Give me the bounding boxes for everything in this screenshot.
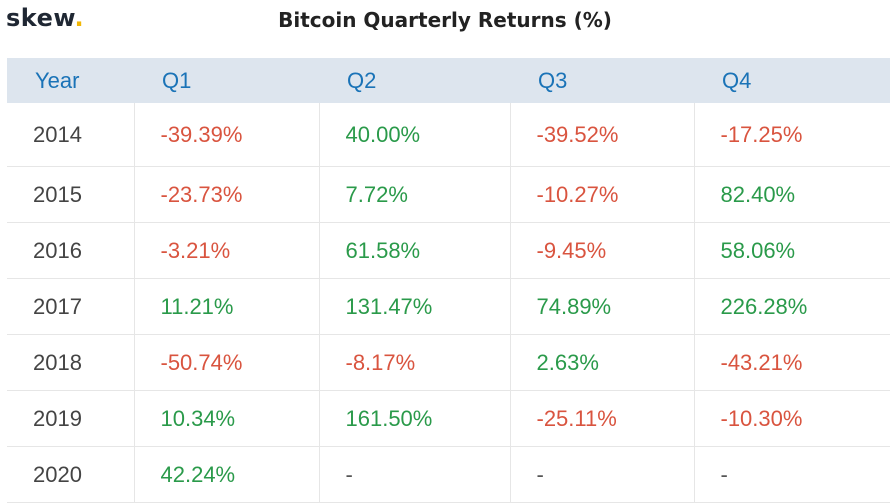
cell-q2: 7.72%	[318, 166, 510, 223]
cell-q1: -39.39%	[133, 103, 319, 167]
cell-q4: 226.28%	[693, 278, 890, 335]
cell-year: 2020	[7, 446, 134, 503]
cell-year: 2016	[7, 222, 134, 279]
cell-q1: -3.21%	[133, 222, 319, 279]
cell-q4: -43.21%	[693, 334, 890, 391]
cell-q3: -10.27%	[509, 166, 694, 223]
cell-q1: 42.24%	[133, 446, 319, 503]
returns-table: Year Q1 Q2 Q3 Q4 2014 -39.39% 40.00% -39.52…	[7, 58, 890, 503]
table-body: 2014 -39.39% 40.00% -39.52% -17.25% 2015 -23.7…	[7, 103, 890, 503]
cell-q2: 61.58%	[318, 222, 510, 279]
logo-dot: .	[74, 4, 85, 32]
header-q1: Q1	[134, 58, 319, 103]
cell-q3: -25.11%	[509, 390, 694, 447]
table-row: 2017 11.21% 131.47% 74.89% 226.28%	[7, 278, 890, 335]
chart-title: Bitcoin Quarterly Returns (%)	[278, 8, 612, 32]
cell-q2: 161.50%	[318, 390, 510, 447]
cell-q1: 10.34%	[133, 390, 319, 447]
cell-year: 2019	[7, 390, 134, 447]
table-row: 2020 42.24% - - -	[7, 446, 890, 503]
cell-q3: -9.45%	[509, 222, 694, 279]
table-row: 2018 -50.74% -8.17% 2.63% -43.21%	[7, 334, 890, 391]
cell-q3: 2.63%	[509, 334, 694, 391]
table-row: 2015 -23.73% 7.72% -10.27% 82.40%	[7, 166, 890, 223]
cell-q1: -50.74%	[133, 334, 319, 391]
cell-q2: -	[318, 446, 510, 503]
header-row: Year Q1 Q2 Q3 Q4	[7, 58, 890, 103]
cell-q4: -10.30%	[693, 390, 890, 447]
cell-year: 2014	[7, 103, 134, 167]
cell-q4: 82.40%	[693, 166, 890, 223]
cell-year: 2017	[7, 278, 134, 335]
cell-q2: -8.17%	[318, 334, 510, 391]
cell-q2: 131.47%	[318, 278, 510, 335]
table-row: 2016 -3.21% 61.58% -9.45% 58.06%	[7, 222, 890, 279]
cell-q4: -17.25%	[693, 103, 890, 167]
cell-q3: -	[509, 446, 694, 503]
logo-text: skew	[6, 4, 75, 32]
header-year: Year	[7, 58, 134, 103]
table-row: 2019 10.34% 161.50% -25.11% -10.30%	[7, 390, 890, 447]
cell-q4: -	[693, 446, 890, 503]
header-q4: Q4	[694, 58, 890, 103]
header-q2: Q2	[319, 58, 510, 103]
table-row: 2014 -39.39% 40.00% -39.52% -17.25%	[7, 103, 890, 167]
cell-q4: 58.06%	[693, 222, 890, 279]
cell-q2: 40.00%	[318, 103, 510, 167]
cell-year: 2015	[7, 166, 134, 223]
cell-q1: 11.21%	[133, 278, 319, 335]
header-q3: Q3	[510, 58, 694, 103]
cell-q3: 74.89%	[509, 278, 694, 335]
skew-logo: skew.	[6, 4, 84, 32]
cell-q1: -23.73%	[133, 166, 319, 223]
cell-year: 2018	[7, 334, 134, 391]
cell-q3: -39.52%	[509, 103, 694, 167]
